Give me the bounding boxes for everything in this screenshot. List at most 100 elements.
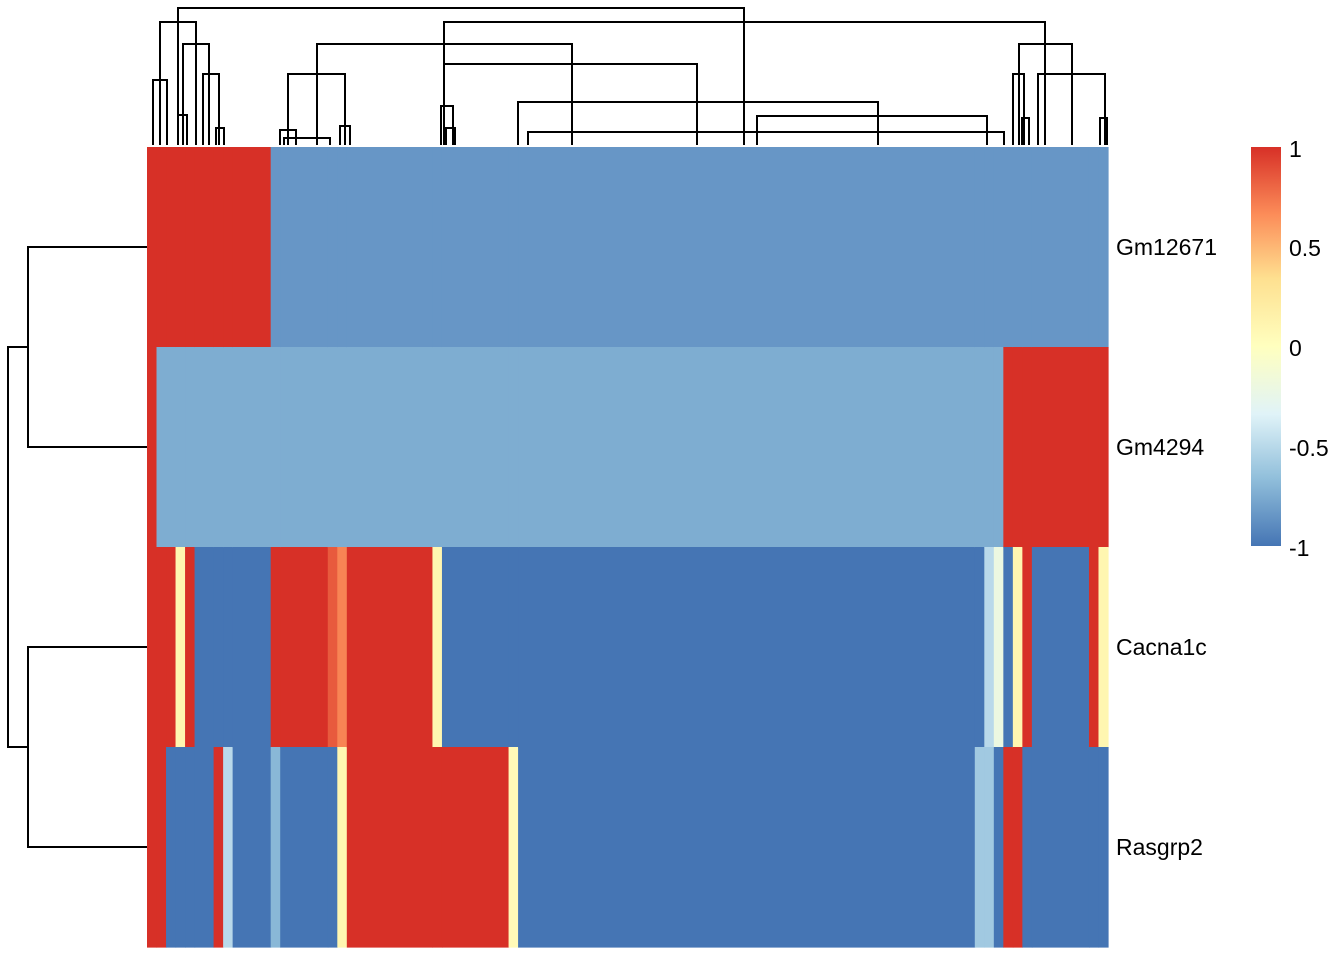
heatmap-cell-gm12671-seg22: [1012, 147, 1023, 348]
heatmap-cell-cacna1c-seg10: [280, 547, 329, 748]
heatmap-cell-rasgrp2-seg5: [194, 747, 215, 948]
heatmap-cell-rasgrp2-seg26: [1098, 747, 1109, 948]
col-dendrogram-center-d: [527, 131, 1005, 145]
col-dendrogram-center-a: [440, 105, 454, 145]
col-dendrogram-right-d: [1099, 117, 1108, 145]
heatmap-cell-gm12671-seg11: [327, 147, 338, 348]
heatmap-cell-cacna1c-seg3: [175, 547, 186, 748]
heatmap-cell-gm12671-seg3: [175, 147, 186, 348]
row-label-gm4294: Gm4294: [1116, 434, 1204, 460]
legend-color-bar: [1251, 147, 1281, 546]
heatmap-cell-cacna1c-seg5: [194, 547, 215, 748]
heatmap-cell-gm4294-seg16: [508, 347, 519, 548]
heatmap-cell-cacna1c-seg18: [974, 547, 985, 748]
row-label-rasgrp2: Rasgrp2: [1116, 834, 1203, 860]
row-dendrogram-root: [7, 346, 28, 748]
heatmap-cell-gm4294-seg15: [441, 347, 510, 548]
col-dendrogram-mid-d: [339, 125, 351, 145]
heatmap-cell-rasgrp2-seg2: [166, 747, 177, 948]
legend-tick-1: 1: [1289, 136, 1302, 162]
heatmap-cell-rasgrp2-seg24: [1031, 747, 1090, 948]
heatmap-cell-rasgrp2-seg18: [974, 747, 985, 948]
heatmap-cell-cacna1c-seg23: [1022, 547, 1033, 748]
heatmap-cell-cacna1c-seg21: [1003, 547, 1014, 748]
heatmap-cell-gm12671-seg10: [280, 147, 329, 348]
heatmap-cell-rasgrp2-seg4: [185, 747, 196, 948]
heatmap-cell-rasgrp2-seg22: [1012, 747, 1023, 948]
heatmap-cell-gm4294-seg10: [280, 347, 329, 548]
heatmap-cell-gm4294-seg24: [1031, 347, 1090, 548]
col-dendrogram-center-e: [756, 115, 988, 145]
heatmap-cell-gm4294-seg12: [337, 347, 348, 548]
heatmap-cell-cacna1c-seg20: [993, 547, 1004, 748]
col-dendrogram-left: [159, 21, 197, 145]
heatmap-cell-gm4294-seg20: [993, 347, 1004, 548]
row-dendrogram: [7, 246, 147, 848]
heatmap-cell-gm12671-seg0: [147, 147, 158, 348]
heatmap-cell-gm12671-seg14: [432, 147, 443, 348]
heatmap-cell-gm12671-seg20: [993, 147, 1004, 348]
heatmap-cell-gm12671-seg16: [508, 147, 519, 348]
heatmap-cell-gm12671-seg6: [213, 147, 224, 348]
row-labels: Gm12671 Gm4294 Cacna1c Rasgrp2: [1116, 234, 1217, 860]
heatmap-cell-gm12671-seg5: [194, 147, 215, 348]
heatmap-cell-cacna1c-seg26: [1098, 547, 1109, 748]
col-dendrogram-right: [1018, 43, 1073, 145]
row-label-cacna1c: Cacna1c: [1116, 634, 1207, 660]
heatmap-cell-gm4294-seg7: [223, 347, 234, 548]
col-dendrogram-center-c: [517, 101, 879, 145]
heatmap-cell-gm4294-seg11: [327, 347, 338, 548]
col-dendrogram-mid-c: [283, 137, 331, 145]
heatmap-cell-gm4294-seg1: [156, 347, 167, 548]
row-dendrogram-top-pair: [27, 246, 147, 448]
heatmap-cell-rasgrp2-seg15: [441, 747, 510, 948]
heatmap-cell-cacna1c-seg13: [346, 547, 434, 748]
heatmap-cell-cacna1c-seg9: [270, 547, 281, 748]
heatmap-cell-gm4294-seg22: [1012, 347, 1023, 548]
heatmap-cell-gm12671-seg12: [337, 147, 348, 348]
heatmap-cell-gm4294-seg18: [974, 347, 985, 548]
heatmap-cell-gm4294-seg2: [166, 347, 177, 548]
heatmap-cell-gm12671-seg17: [518, 147, 976, 348]
legend-tick-0: 0: [1289, 335, 1302, 361]
heatmap-cell-rasgrp2-seg9: [270, 747, 281, 948]
heatmap-cell-cacna1c-seg4: [185, 547, 196, 748]
heatmap-cell-cacna1c-seg14: [432, 547, 443, 748]
heatmap-cell-rasgrp2-seg19: [984, 747, 995, 948]
column-dendrogram: [152, 7, 1108, 145]
heatmap-cell-gm12671-seg23: [1022, 147, 1033, 348]
heatmap-cell-gm12671-seg26: [1098, 147, 1109, 348]
heatmap-cell-gm4294-seg0: [147, 347, 158, 548]
heatmap-cell-cacna1c-seg1: [156, 547, 167, 748]
heatmap-cell-cacna1c-seg7: [223, 547, 234, 748]
heatmap-cell-gm4294-seg3: [175, 347, 186, 548]
heatmap-cell-gm4294-seg8: [232, 347, 272, 548]
col-dendrogram-top: [443, 21, 1046, 145]
heatmap-cell-gm4294-seg14: [432, 347, 443, 548]
heatmap-cell-rasgrp2-seg25: [1088, 747, 1100, 948]
row-label-gm12671: Gm12671: [1116, 234, 1217, 260]
heatmap-cell-gm4294-seg4: [185, 347, 196, 548]
heatmap-cell-gm12671-seg1: [156, 147, 167, 348]
col-dendrogram-right-c: [1021, 117, 1030, 145]
heatmap-cell-gm4294-seg19: [984, 347, 995, 548]
heatmap-cell-cacna1c-seg16: [508, 547, 519, 748]
col-dendrogram-left-a: [152, 79, 168, 145]
heatmap-cell-rasgrp2-seg14: [432, 747, 443, 948]
heatmap-cell-rasgrp2-seg12: [337, 747, 348, 948]
heatmap-cell-cacna1c-seg6: [213, 547, 224, 748]
row-dendrogram-bottom-pair: [27, 646, 147, 848]
heatmap-cell-gm4294-seg26: [1098, 347, 1109, 548]
heatmap-cell-rasgrp2-seg7: [223, 747, 234, 948]
heatmap-cell-gm4294-seg13: [346, 347, 434, 548]
col-dendrogram-left-b: [182, 43, 210, 145]
heatmap-cell-gm4294-seg5: [194, 347, 215, 548]
heatmap-cell-cacna1c-seg2: [166, 547, 177, 748]
heatmap-cell-gm12671-seg18: [974, 147, 985, 348]
heatmap-cell-gm12671-seg2: [166, 147, 177, 348]
heatmap-cell-gm12671-seg9: [270, 147, 281, 348]
heatmap-cell-gm4294-seg9: [270, 347, 281, 548]
heatmap-cell-rasgrp2-seg13: [346, 747, 434, 948]
col-dendrogram-left-e: [215, 127, 225, 145]
